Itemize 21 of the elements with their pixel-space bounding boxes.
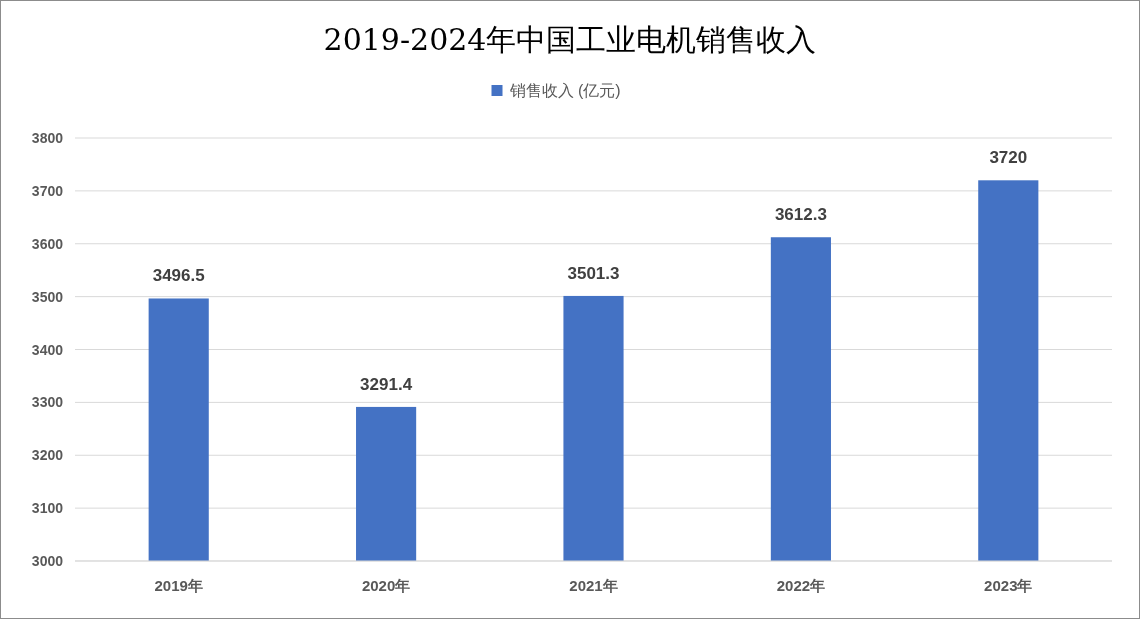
y-tick-label: 3300 [31,394,64,411]
data-label: 3720 [989,148,1028,168]
y-tick-label: 3100 [31,500,64,517]
chart-title: 2019-2024年中国工业电机销售收入 [323,22,817,57]
x-tick-label: 2020年 [361,577,411,594]
data-label: 3612.3 [774,205,827,225]
legend-label: 销售收入 (亿元) [508,82,621,99]
y-tick-label: 3200 [31,447,64,464]
data-label: 3501.3 [567,263,620,283]
x-tick-label: 2023年 [984,577,1033,594]
y-tick-label: 3700 [31,182,64,199]
data-label: 3496.5 [152,266,205,286]
x-tick-label: 2019年 [154,577,203,594]
y-tick-label: 3600 [31,235,64,252]
y-tick-label: 3800 [31,130,64,146]
x-tick-label: 2021年 [569,577,618,594]
y-tick-label: 3400 [31,341,64,358]
y-tick-label: 3500 [31,288,64,305]
data-label: 3291.4 [360,374,413,394]
y-tick-label: 3000 [31,553,64,569]
x-tick-label: 2022年 [776,577,826,594]
